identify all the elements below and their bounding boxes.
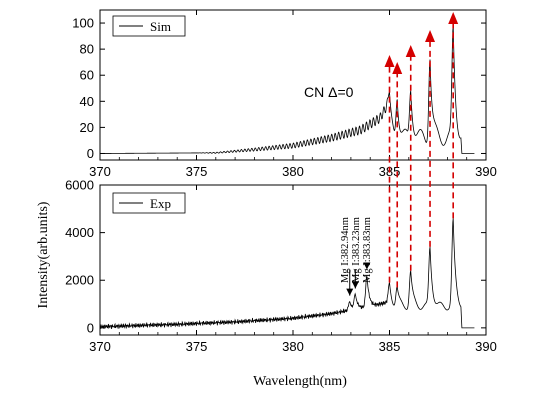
- sim-y-tick-label: 60: [80, 68, 94, 83]
- sim-y-tick-label: 80: [80, 42, 94, 57]
- exp-y-tick-label: 4000: [65, 225, 94, 240]
- exp-legend-label: Exp: [150, 196, 171, 211]
- exp-panel: 370 375 380 385 390 0 2000 4000 6000 Exp Mg I:38…: [65, 178, 497, 355]
- mg-arrows: [346, 262, 371, 296]
- exp-x-tick-label: 380: [282, 339, 304, 354]
- sim-x-tick-label: 370: [89, 164, 111, 179]
- sim-legend-label: Sim: [150, 19, 171, 34]
- sim-x-tick-label: 375: [186, 164, 208, 179]
- mg-arrow-head: [351, 281, 359, 289]
- guide-arrowhead: [405, 45, 416, 57]
- sim-y-tick-label: 40: [80, 94, 94, 109]
- guide-arrowhead: [425, 30, 436, 42]
- exp-spectrum-line: [99, 218, 475, 330]
- exp-x-tick-label: 370: [89, 339, 111, 354]
- exp-legend-box: [112, 192, 186, 214]
- sim-x-tick-label: 380: [282, 164, 304, 179]
- y-axis-title: Intensity(arb.units): [36, 201, 51, 308]
- exp-x-tick-label: 385: [379, 339, 401, 354]
- mg-annotation-3: Mg I:383.83nm: [362, 217, 373, 283]
- exp-y-tick-label: 2000: [65, 273, 94, 288]
- exp-x-tick-label: 390: [475, 339, 497, 354]
- exp-axes: 370 375 380 385 390 0 2000 4000 6000: [65, 178, 497, 355]
- exp-y-tick-label: 6000: [65, 178, 94, 193]
- guide-arrowhead: [384, 55, 395, 67]
- cn-band-label: CN Δ=0: [304, 84, 354, 100]
- sim-y-tick-label: 0: [87, 146, 94, 161]
- mg-annotation-1: Mg I:382.94nm: [340, 217, 351, 283]
- sim-x-tick-label: 390: [475, 164, 497, 179]
- mg-arrow-head: [346, 288, 354, 296]
- sim-legend-box: [112, 15, 186, 37]
- exp-y-tick-label: 0: [87, 320, 94, 335]
- sim-y-tick-label: 20: [80, 120, 94, 135]
- guide-arrowhead: [392, 62, 403, 74]
- mg-annotation-2: Mg I:383.23nm: [351, 217, 362, 283]
- mg-annotations: Mg I:382.94nm Mg I:383.23nm Mg I:383.83n…: [340, 217, 373, 296]
- guide-lines: [384, 12, 459, 288]
- sim-spectrum-line: [100, 25, 475, 154]
- guide-arrowhead: [448, 12, 459, 24]
- x-axis-title: Wavelength(nm): [253, 374, 347, 389]
- mg-arrow-head: [363, 262, 371, 270]
- exp-x-tick-label: 375: [186, 339, 208, 354]
- sim-y-tick-label: 100: [72, 16, 94, 31]
